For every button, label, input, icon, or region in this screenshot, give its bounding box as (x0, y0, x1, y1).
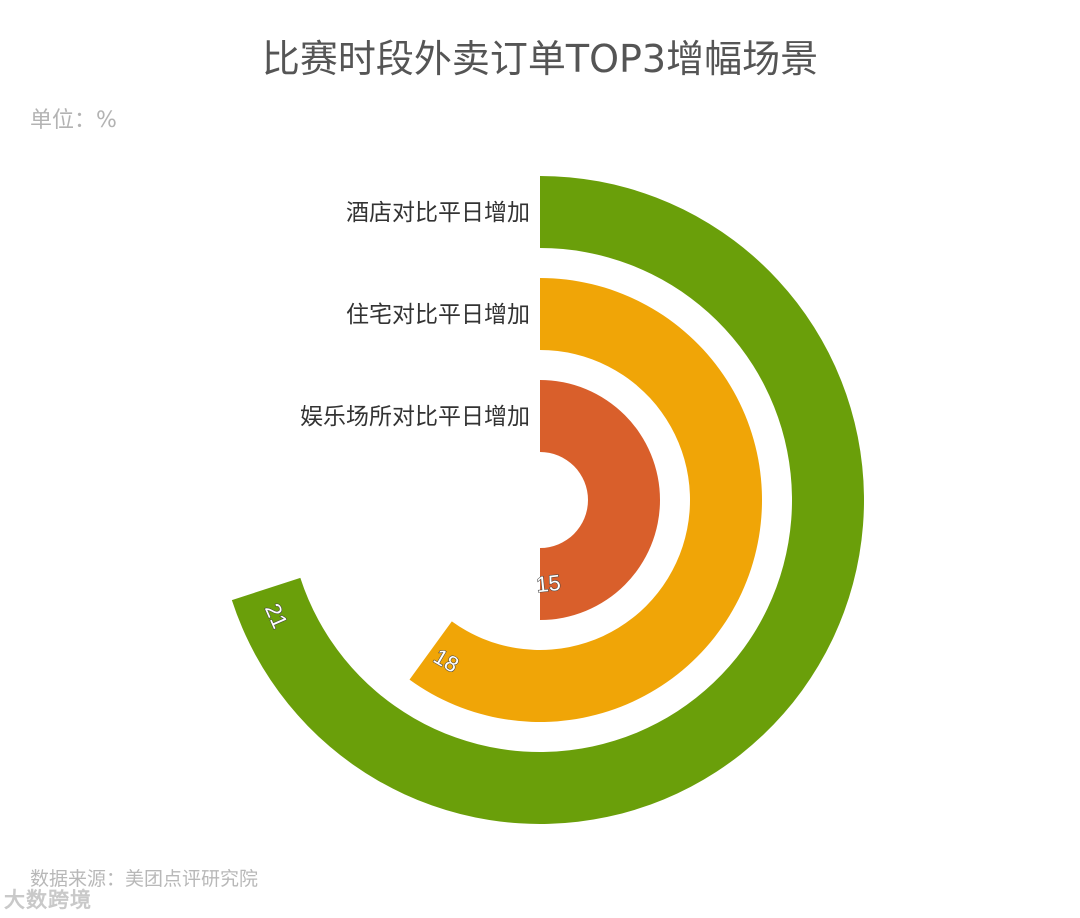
bar-3 (540, 380, 660, 620)
data-source: 数据来源：美团点评研究院 (30, 868, 259, 890)
unit-label: 单位：% (30, 108, 117, 133)
value-label: 15 (535, 570, 562, 597)
category-label: 酒店对比平日增加 (346, 200, 530, 226)
bar-1 (231, 176, 865, 824)
watermark-logo: 大数跨境 (4, 888, 92, 912)
category-label: 住宅对比平日增加 (346, 302, 530, 328)
bar-2 (409, 278, 762, 723)
chart-title: 比赛时段外卖订单TOP3增幅场景 (261, 37, 819, 81)
category-label: 娱乐场所对比平日增加 (300, 404, 530, 430)
